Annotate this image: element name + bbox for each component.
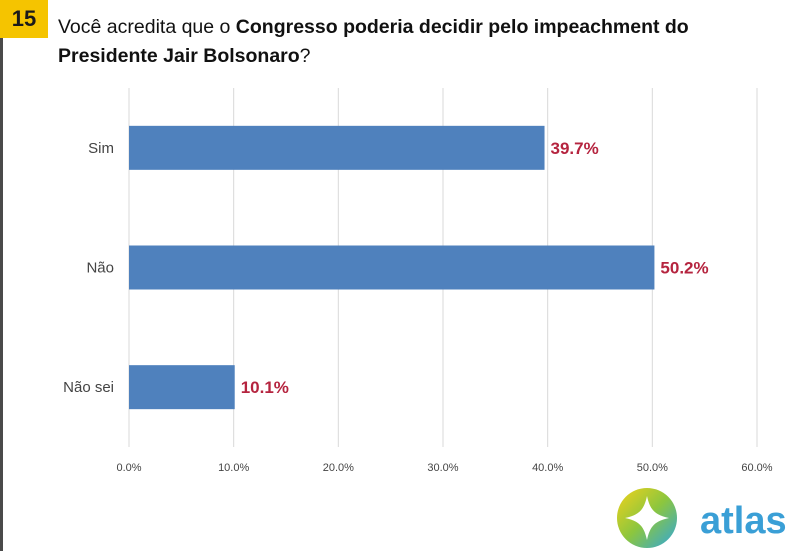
category-label: Não <box>86 260 114 277</box>
logo-star-icon <box>625 496 669 540</box>
atlas-logo: atlas <box>617 488 787 548</box>
question-title: Você acredita que o Congresso poderia de… <box>58 13 778 71</box>
x-tick-label: 0.0% <box>116 462 141 474</box>
question-suffix: ? <box>299 45 311 67</box>
question-bold: Congresso poderia decidir pelo impeachme… <box>58 16 689 67</box>
chart-labels: 0.0% 10.0% 20.0% 30.0% 40.0% 50.0% 60.0% Sim 39.… <box>63 139 773 474</box>
value-label: 50.2% <box>660 259 708 278</box>
left-border <box>0 0 3 551</box>
value-label: 10.1% <box>241 378 289 397</box>
x-tick-label: 20.0% <box>323 462 354 474</box>
logo-text: atlas <box>700 500 787 542</box>
bar <box>129 365 235 410</box>
x-tick-label: 10.0% <box>218 462 249 474</box>
x-tick-label: 60.0% <box>741 462 772 474</box>
question-number-badge: 15 <box>0 0 48 38</box>
chart-bars <box>129 125 655 410</box>
x-tick-label: 30.0% <box>427 462 458 474</box>
category-label: Sim <box>88 140 114 157</box>
category-label: Não sei <box>63 379 114 396</box>
bar <box>129 245 655 290</box>
value-label: 39.7% <box>551 139 599 158</box>
x-tick-label: 40.0% <box>532 462 563 474</box>
question-prefix: Você acredita que o <box>58 16 236 38</box>
x-tick-label: 50.0% <box>637 462 668 474</box>
bar <box>129 125 545 170</box>
